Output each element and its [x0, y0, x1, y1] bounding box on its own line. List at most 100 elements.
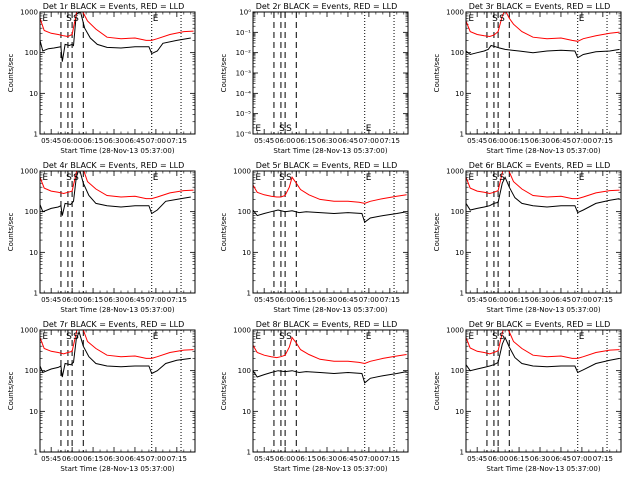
- x-tick-label: 06:45: [551, 137, 571, 145]
- x-tick-label: 05:45: [467, 137, 487, 145]
- x-tick-label: 06:00: [275, 455, 295, 463]
- x-axis-label: Start Time (28-Nov-13 05:37:00): [486, 147, 600, 155]
- x-tick-label: 05:45: [41, 455, 61, 463]
- x-axis-label: Start Time (28-Nov-13 05:37:00): [273, 147, 387, 155]
- y-axis-label: Counts/sec: [7, 213, 15, 252]
- x-tick-label: 06:30: [317, 137, 337, 145]
- y-axis-label: Counts/sec: [7, 372, 15, 411]
- y-tick-label: 1000: [20, 168, 38, 176]
- y-tick-label: 10⁻³: [236, 70, 252, 78]
- y-tick-label: 1000: [446, 168, 464, 176]
- event-marker-e: E: [42, 14, 48, 24]
- event-marker-s: S: [286, 173, 292, 183]
- x-axis-label: Start Time (28-Nov-13 05:37:00): [486, 306, 600, 314]
- x-tick-label: 06:15: [509, 455, 529, 463]
- plot-frame: [465, 329, 622, 453]
- event-marker-s: S: [279, 124, 285, 134]
- x-tick-label: 07:15: [380, 137, 400, 145]
- series-lld-line: [40, 12, 194, 41]
- x-tick-label: 06:45: [125, 296, 145, 304]
- x-tick-label: 07:15: [593, 137, 613, 145]
- x-tick-label: 07:15: [593, 296, 613, 304]
- plot-frame: [465, 170, 622, 294]
- event-marker-s: S: [492, 14, 498, 24]
- y-tick-label: 1000: [20, 327, 38, 335]
- event-marker-s: S: [73, 332, 79, 342]
- series-lld-line: [466, 12, 620, 42]
- chart-panel-det5: Det 5r BLACK = Events, RED = LLD Counts/s…: [220, 161, 409, 314]
- y-tick-label: 1: [460, 449, 464, 457]
- x-tick-label: 06:15: [83, 455, 103, 463]
- y-tick-label: 10⁰: [239, 9, 251, 17]
- y-tick-label: 10⁻²: [236, 49, 252, 57]
- x-tick-label: 06:15: [83, 137, 103, 145]
- event-marker-s: S: [499, 332, 505, 342]
- x-tick-label: 06:45: [551, 296, 571, 304]
- x-tick-label: 06:15: [296, 455, 316, 463]
- y-tick-label: 10: [242, 408, 251, 416]
- x-tick-label: 07:15: [167, 455, 187, 463]
- event-marker-e: E: [255, 124, 261, 134]
- chart-panel-det6: Det 6r BLACK = Events, RED = LLD Counts/s…: [433, 161, 622, 314]
- event-marker-e: E: [153, 332, 159, 342]
- y-tick-label: 10: [29, 90, 38, 98]
- event-marker-e: E: [366, 173, 372, 183]
- y-tick-label: 1: [460, 131, 464, 139]
- x-tick-label: 06:30: [317, 296, 337, 304]
- y-tick-label: 1: [34, 449, 38, 457]
- event-marker-e: E: [42, 173, 48, 183]
- event-marker-e: E: [579, 14, 585, 24]
- y-tick-label: 1000: [446, 9, 464, 17]
- y-axis-label: Counts/sec: [220, 213, 228, 252]
- x-axis-label: Start Time (28-Nov-13 05:37:00): [60, 306, 174, 314]
- y-tick-label: 10: [29, 408, 38, 416]
- event-marker-s: S: [279, 332, 285, 342]
- series-lld-line: [40, 171, 194, 200]
- y-tick-label: 100: [451, 367, 464, 375]
- x-axis-label: Start Time (28-Nov-13 05:37:00): [60, 465, 174, 473]
- plot-frame: [39, 329, 196, 453]
- x-tick-label: 05:45: [467, 455, 487, 463]
- y-tick-label: 1: [34, 131, 38, 139]
- x-tick-label: 07:00: [359, 455, 379, 463]
- event-marker-s: S: [279, 173, 285, 183]
- y-axis-label: Counts/sec: [220, 372, 228, 411]
- series-events-line: [40, 330, 191, 378]
- y-tick-label: 1: [34, 290, 38, 298]
- chart-panel-det3: Det 3r BLACK = Events, RED = LLD Counts/s…: [433, 2, 622, 155]
- event-marker-e: E: [153, 14, 159, 24]
- x-tick-label: 06:00: [62, 137, 82, 145]
- panel-title: Det 3r BLACK = Events, RED = LLD: [469, 2, 611, 11]
- chart-panel-det1: Det 1r BLACK = Events, RED = LLD Counts/s…: [7, 2, 196, 155]
- x-tick-label: 07:00: [572, 137, 592, 145]
- x-tick-label: 06:45: [125, 137, 145, 145]
- chart-panel-det7: Det 7r BLACK = Events, RED = LLD Counts/s…: [7, 320, 196, 473]
- x-tick-label: 06:00: [62, 296, 82, 304]
- event-marker-e: E: [579, 173, 585, 183]
- y-axis-label: Counts/sec: [433, 213, 441, 252]
- x-tick-label: 06:00: [62, 455, 82, 463]
- event-marker-e: E: [42, 332, 48, 342]
- x-tick-label: 07:15: [593, 455, 613, 463]
- x-tick-label: 06:00: [275, 296, 295, 304]
- event-marker-s: S: [73, 14, 79, 24]
- x-tick-label: 07:00: [359, 296, 379, 304]
- x-tick-label: 06:45: [125, 455, 145, 463]
- x-tick-label: 06:30: [317, 455, 337, 463]
- y-tick-label: 1: [247, 449, 251, 457]
- x-tick-label: 07:15: [167, 137, 187, 145]
- panel-title: Det 9r BLACK = Events, RED = LLD: [469, 320, 611, 329]
- y-tick-label: 100: [451, 208, 464, 216]
- panel-title: Det 2r BLACK = Events, RED = LLD: [256, 2, 398, 11]
- x-tick-label: 06:45: [338, 296, 358, 304]
- x-tick-label: 06:15: [509, 137, 529, 145]
- x-tick-label: 06:30: [104, 137, 124, 145]
- y-tick-label: 100: [25, 49, 38, 57]
- x-tick-label: 06:00: [488, 296, 508, 304]
- panel-title: Det 8r BLACK = Events, RED = LLD: [256, 320, 398, 329]
- series-lld-line: [253, 176, 407, 204]
- y-axis-label: Counts/sec: [433, 54, 441, 93]
- series-lld-line: [40, 330, 194, 359]
- y-tick-label: 100: [25, 367, 38, 375]
